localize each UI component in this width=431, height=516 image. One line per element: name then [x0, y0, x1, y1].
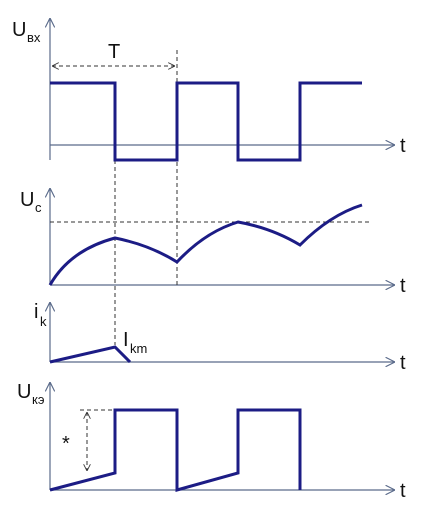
label: i: [34, 301, 38, 323]
label-sub: вх: [27, 30, 41, 45]
label: U: [17, 381, 31, 403]
t-label: t: [400, 352, 406, 374]
guides: [50, 50, 372, 471]
label-sub: кэ: [32, 392, 45, 407]
label: U: [20, 189, 34, 211]
label: U: [12, 19, 26, 41]
label-sub: k: [40, 314, 47, 329]
waveforms: [48, 81, 363, 492]
labels: U вх T t U c t i k I km t U кэ * t: [12, 19, 406, 502]
t-label: t: [400, 275, 406, 297]
star-label: *: [62, 433, 70, 455]
axes: [50, 18, 395, 490]
label-sub: c: [35, 200, 42, 215]
t-label: t: [400, 135, 406, 157]
t-label: t: [400, 480, 406, 502]
label-sub: km: [130, 341, 147, 356]
period-label: T: [108, 41, 120, 63]
label: I: [123, 329, 129, 351]
